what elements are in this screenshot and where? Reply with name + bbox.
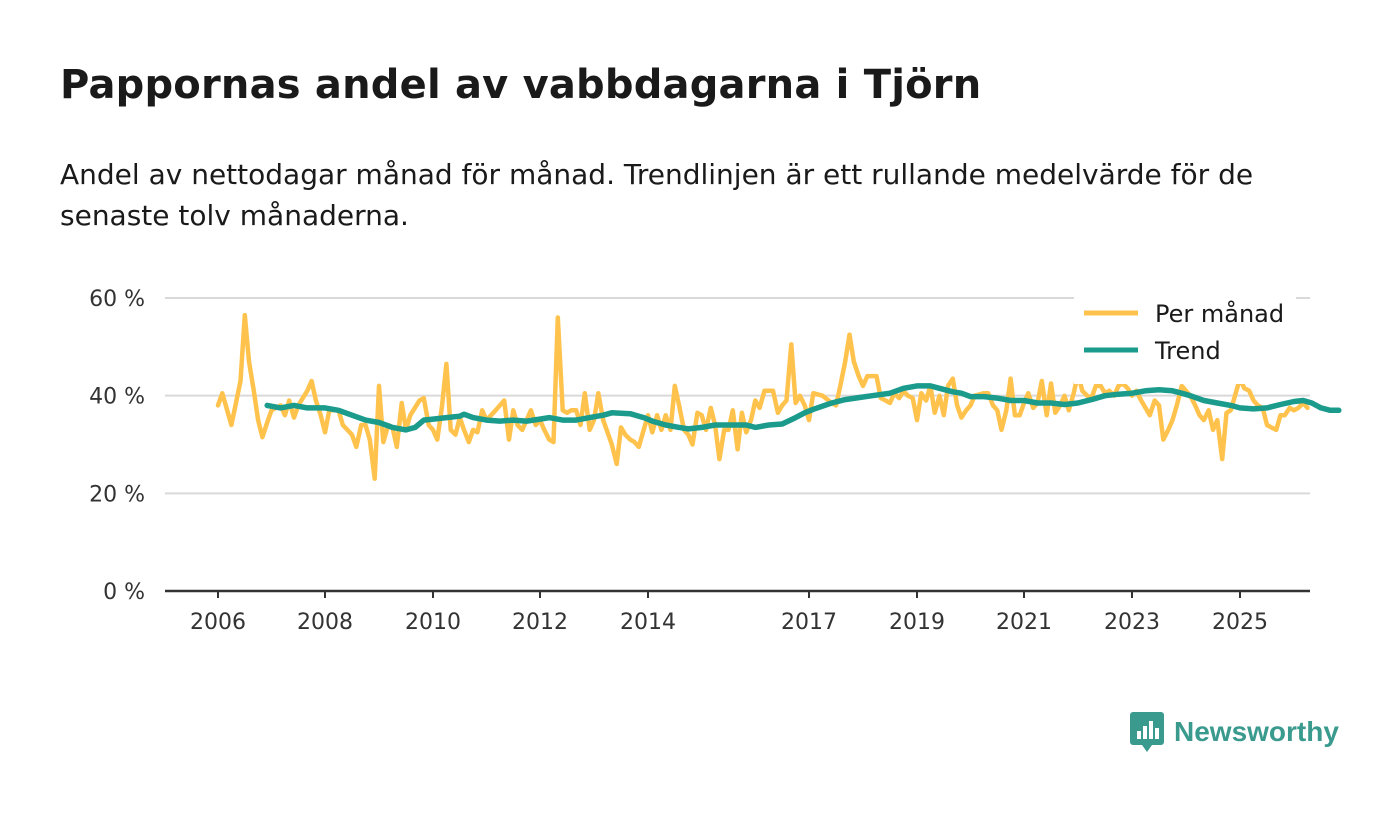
- x-tick-label: 2025: [1212, 610, 1268, 635]
- x-tick-label: 2012: [512, 610, 568, 635]
- y-tick-label: 0 %: [103, 580, 145, 605]
- x-tick-label: 2006: [190, 610, 246, 635]
- legend-label-trend: Trend: [1154, 337, 1221, 365]
- chart-title: Pappornas andel av vabbdagarna i Tjörn: [60, 62, 982, 108]
- y-tick-label: 20 %: [89, 482, 145, 507]
- x-tick-label: 2021: [996, 610, 1052, 635]
- x-tick-label: 2023: [1104, 610, 1160, 635]
- series-lines: [215, 312, 1342, 481]
- brand-name: Newsworthy: [1174, 716, 1339, 747]
- x-tick-label: 2014: [620, 610, 676, 635]
- line-chart: 0 % 20 % 40 % 60 % 2006 2008 2010 2012 2014 2017 2…: [89, 287, 1342, 635]
- y-tick-label: 60 %: [89, 287, 145, 312]
- x-tick-label: 2010: [405, 610, 461, 635]
- brand-logo: Newsworthy: [1130, 710, 1339, 754]
- legend-label-per-manad: Per månad: [1155, 299, 1284, 328]
- newsworthy-logo-icon: [1130, 712, 1164, 752]
- legend: Per månad Trend: [1074, 296, 1296, 384]
- y-tick-label: 40 %: [89, 385, 145, 410]
- chart-subtitle: Andel av nettodagar månad för månad. Tre…: [60, 158, 1254, 232]
- series-line-trend: [264, 383, 1342, 433]
- x-tick-label: 2017: [781, 610, 837, 635]
- axes: 0 % 20 % 40 % 60 % 2006 2008 2010 2012 2014 2017 2…: [89, 287, 1310, 635]
- x-tick-label: 2019: [889, 610, 945, 635]
- x-tick-label: 2008: [297, 610, 353, 635]
